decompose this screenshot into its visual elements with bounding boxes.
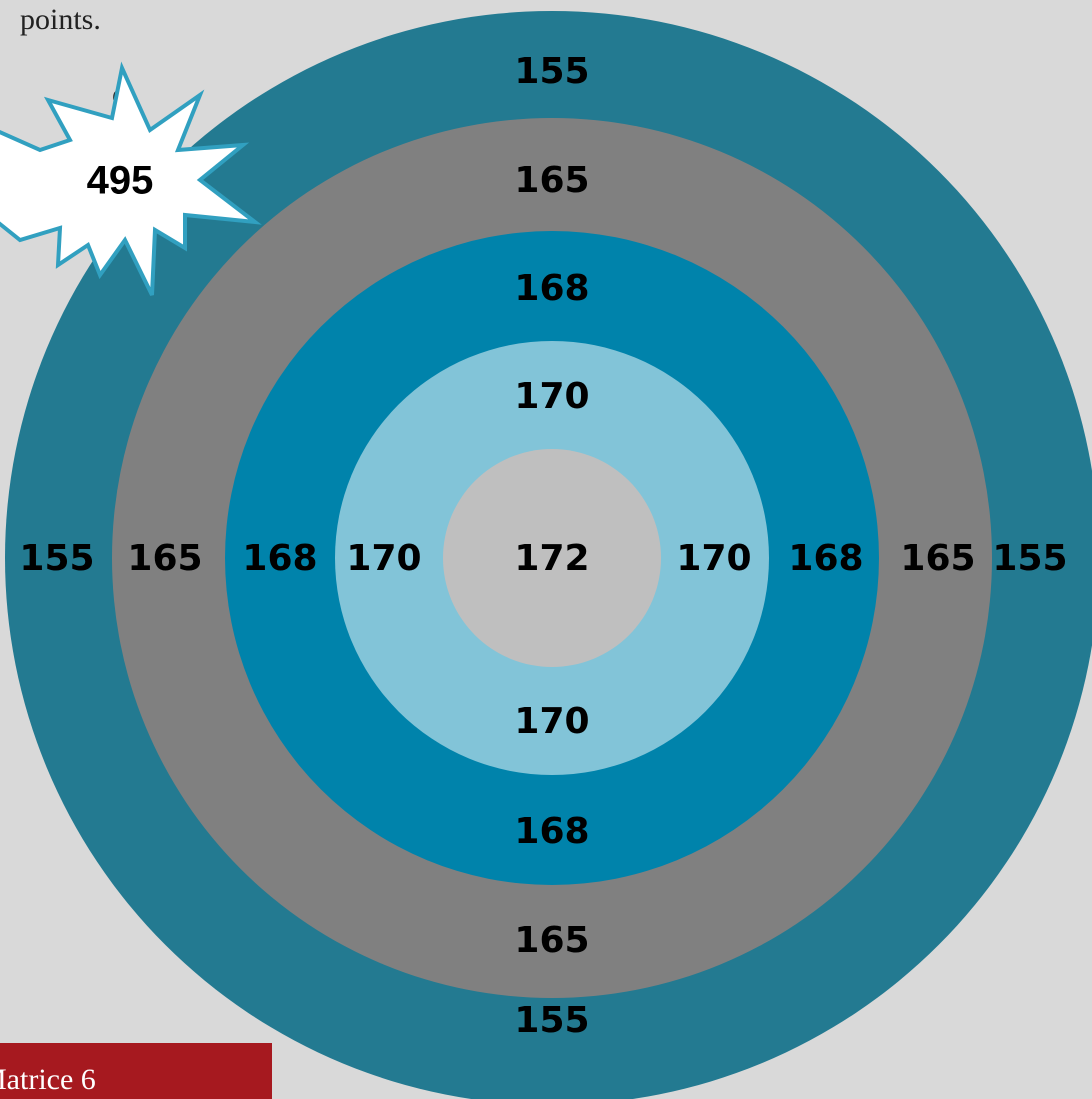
ring-label: 170 — [676, 538, 751, 579]
ring-label: 155 — [514, 51, 589, 92]
ring-label: 165 — [514, 160, 589, 201]
ring-label: 172 — [514, 538, 589, 579]
ring-label: 155 — [19, 538, 94, 579]
ring-label: 170 — [514, 701, 589, 742]
ring-label: 165 — [900, 538, 975, 579]
ring-label: 168 — [242, 538, 317, 579]
ring-label: 168 — [788, 538, 863, 579]
ring-label: 170 — [346, 538, 421, 579]
ring-label: 170 — [514, 376, 589, 417]
ring-label: 155 — [514, 1000, 589, 1041]
ring-label: 165 — [127, 538, 202, 579]
ring-label: 165 — [514, 920, 589, 961]
footer-label: Matrice 6 — [0, 1063, 96, 1096]
ring — [443, 449, 661, 667]
ring-label: 168 — [514, 811, 589, 852]
ring-label: 168 — [514, 268, 589, 309]
ring-label: 155 — [992, 538, 1067, 579]
text-line: points. — [20, 3, 101, 36]
target: 155 155 155 155 165 165 165 165 168 168 168 168 170 1… — [5, 11, 1092, 1099]
footer-box — [0, 1043, 272, 1099]
starburst — [0, 61, 262, 296]
badge-value: 495 — [87, 159, 154, 203]
